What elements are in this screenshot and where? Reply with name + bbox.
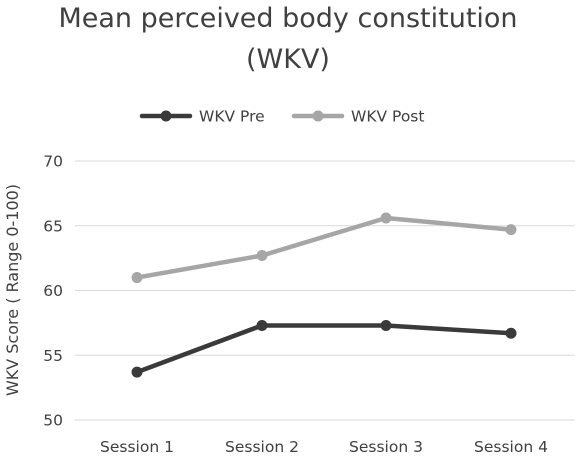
series-layer bbox=[131, 212, 517, 378]
y-axis-ticks: 50 55 60 65 70 bbox=[43, 153, 63, 430]
data-point bbox=[380, 212, 392, 224]
y-tick-label: 60 bbox=[43, 282, 63, 300]
legend-swatch-marker bbox=[160, 110, 172, 122]
x-tick-label: Session 3 bbox=[349, 438, 423, 456]
legend: WKV Pre WKV Post bbox=[139, 108, 424, 126]
x-tick-label: Session 2 bbox=[225, 438, 299, 456]
data-point bbox=[380, 319, 392, 331]
y-tick-label: 70 bbox=[43, 153, 63, 171]
x-axis-ticks: Session 1 Session 2 Session 3 Session 4 bbox=[100, 438, 548, 456]
data-point bbox=[256, 250, 268, 262]
x-tick-label: Session 1 bbox=[100, 438, 174, 456]
legend-swatch-marker bbox=[312, 110, 324, 122]
series-1 bbox=[131, 319, 517, 378]
y-tick-label: 55 bbox=[43, 347, 63, 365]
data-point bbox=[256, 319, 268, 331]
legend-item: WKV Pre bbox=[139, 108, 265, 126]
legend-label: WKV Post bbox=[351, 108, 424, 126]
chart-title-line-2: (WKV) bbox=[246, 44, 330, 75]
data-point bbox=[505, 327, 517, 339]
y-tick-label: 65 bbox=[43, 217, 63, 235]
chart-title-line-1: Mean perceived body constitution bbox=[58, 3, 517, 34]
y-tick-label: 50 bbox=[43, 412, 63, 430]
legend-label: WKV Pre bbox=[199, 108, 265, 126]
legend-item: WKV Post bbox=[291, 108, 424, 126]
x-tick-label: Session 4 bbox=[474, 438, 548, 456]
series-2 bbox=[131, 212, 517, 284]
data-point bbox=[505, 224, 517, 236]
data-point bbox=[131, 366, 143, 378]
data-point bbox=[131, 272, 143, 284]
y-axis-label: WKV Score ( Range 0-100) bbox=[3, 184, 22, 396]
series-line bbox=[134, 323, 514, 375]
series-line bbox=[134, 215, 514, 280]
gridlines bbox=[75, 160, 575, 421]
